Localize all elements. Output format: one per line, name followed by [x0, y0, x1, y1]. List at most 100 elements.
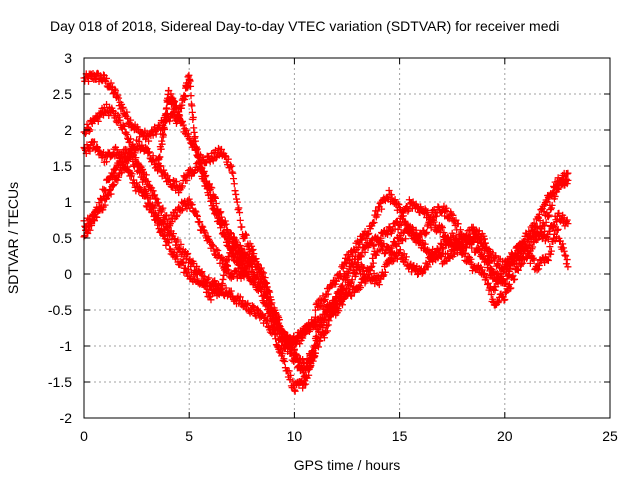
- data-point: [232, 190, 240, 198]
- data-point: [478, 266, 486, 274]
- data-point: [402, 235, 410, 243]
- data-point: [335, 307, 343, 315]
- data-point: [128, 122, 136, 130]
- data-point: [215, 280, 223, 288]
- data-point: [545, 211, 553, 219]
- data-point: [522, 253, 530, 261]
- data-point: [496, 273, 504, 281]
- data-point: [287, 371, 295, 379]
- data-point: [149, 187, 157, 195]
- data-point: [398, 212, 406, 220]
- data-point: [203, 275, 211, 283]
- data-point: [227, 287, 235, 295]
- data-point: [121, 122, 129, 130]
- data-point: [375, 281, 383, 289]
- data-point: [505, 265, 513, 273]
- data-point: [219, 275, 227, 283]
- data-point: [551, 192, 559, 200]
- data-point: [218, 220, 226, 228]
- data-point: [193, 145, 201, 153]
- data-point: [193, 212, 201, 220]
- data-point: [86, 147, 94, 155]
- data-point: [550, 189, 558, 197]
- data-point: [192, 137, 200, 145]
- data-point: [323, 327, 331, 335]
- data-point: [547, 206, 555, 214]
- data-point: [360, 264, 368, 272]
- data-point: [213, 209, 221, 217]
- data-point: [100, 71, 108, 79]
- data-point: [322, 308, 330, 316]
- data-point: [235, 204, 243, 212]
- data-point: [159, 204, 167, 212]
- data-point: [151, 194, 159, 202]
- data-point: [381, 268, 389, 276]
- data-point: [445, 215, 453, 223]
- chart-title: Day 018 of 2018, Sidereal Day-to-day VTE…: [50, 18, 559, 34]
- data-point: [123, 108, 131, 116]
- data-point: [157, 162, 165, 170]
- data-point: [233, 198, 241, 206]
- data-point: [543, 198, 551, 206]
- data-point: [248, 263, 256, 271]
- data-point: [452, 216, 460, 224]
- data-point: [156, 153, 164, 161]
- data-point: [244, 299, 252, 307]
- data-point: [345, 256, 353, 264]
- data-point: [82, 223, 90, 231]
- data-point: [392, 241, 400, 249]
- data-point: [396, 246, 404, 254]
- data-point: [200, 227, 208, 235]
- data-point: [182, 255, 190, 263]
- data-point: [281, 358, 289, 366]
- data-point: [498, 272, 506, 280]
- data-point: [242, 231, 250, 239]
- data-point: [128, 170, 136, 178]
- data-point: [172, 213, 180, 221]
- data-point: [564, 263, 572, 271]
- data-point: [111, 85, 119, 93]
- data-point: [215, 144, 223, 152]
- data-point: [300, 373, 308, 381]
- data-point: [166, 176, 174, 184]
- data-point: [384, 260, 392, 268]
- series-track-5: [80, 145, 319, 352]
- data-point: [279, 357, 287, 365]
- data-point: [467, 239, 475, 247]
- data-point: [421, 240, 429, 248]
- data-point: [412, 266, 420, 274]
- data-point: [224, 262, 232, 270]
- data-point: [178, 117, 186, 125]
- y-tick-label: 1.5: [53, 158, 73, 174]
- y-tick-label: -0.5: [48, 302, 72, 318]
- data-point: [187, 82, 195, 90]
- data-point: [178, 258, 186, 266]
- data-point: [258, 310, 266, 318]
- data-point: [445, 253, 453, 261]
- data-point: [280, 333, 288, 341]
- data-point: [227, 162, 235, 170]
- data-point: [243, 301, 251, 309]
- y-tick-label: -2: [60, 410, 73, 426]
- data-point: [102, 187, 110, 195]
- data-point: [494, 280, 502, 288]
- data-point: [456, 244, 464, 252]
- data-point: [84, 214, 92, 222]
- data-point: [535, 261, 543, 269]
- data-point: [302, 374, 310, 382]
- data-point: [109, 182, 117, 190]
- data-point: [257, 287, 265, 295]
- data-point: [485, 256, 493, 264]
- series-track-10: [311, 169, 572, 342]
- data-point: [127, 135, 135, 143]
- data-point: [119, 103, 127, 111]
- data-point: [513, 243, 521, 251]
- data-point: [221, 217, 229, 225]
- data-point: [174, 236, 182, 244]
- data-point: [332, 303, 340, 311]
- data-point: [559, 240, 567, 248]
- data-point: [481, 239, 489, 247]
- data-point: [362, 234, 370, 242]
- data-point: [179, 121, 187, 129]
- data-point: [547, 250, 555, 258]
